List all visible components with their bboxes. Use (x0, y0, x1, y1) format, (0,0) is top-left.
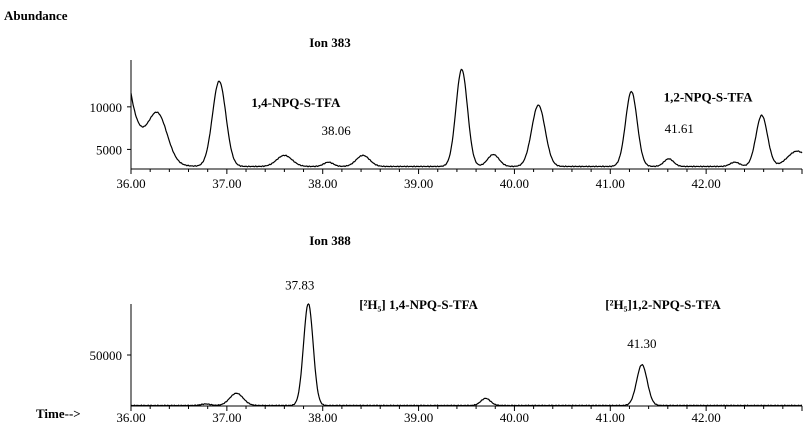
peak-annotation: 1,2-NPQ-S-TFA (664, 90, 754, 105)
xlabel-time: Time--> (36, 406, 81, 421)
x-tick-label: 41.00 (596, 176, 625, 191)
x-tick-label: 38.00 (308, 176, 337, 191)
peak-annotation: 41.30 (627, 336, 656, 351)
annotations-ion-388: 37.83 [²H₅] 1,4-NPQ-S-TFA [²H₅]1,2-NPQ-S-T… (285, 278, 721, 351)
peak-annotation: 37.83 (285, 278, 314, 293)
x-tick-label: 39.00 (404, 176, 433, 191)
trace-ion-388 (130, 303, 803, 407)
y-axis-ion-383: 10000 5000 (90, 60, 132, 169)
ylabel-abundance: Abundance (4, 8, 68, 23)
x-axis-ion-383: 36.00 37.00 38.00 39.00 40.00 41.00 42.00 (116, 168, 803, 191)
peak-annotation: [²H₅] 1,4-NPQ-S-TFA (359, 297, 478, 312)
peak-annotation: 38.06 (322, 123, 352, 138)
y-tick-label: 50000 (90, 348, 123, 363)
panel-ion-383: Abundance Ion 383 10000 5000 36.00 37.00 38… (4, 8, 803, 191)
x-tick-label: 37.00 (212, 176, 241, 191)
x-tick-label: 41.00 (596, 410, 625, 425)
y-tick-label: 10000 (90, 100, 123, 115)
x-tick-label: 39.00 (404, 410, 433, 425)
x-tick-label: 40.00 (500, 176, 529, 191)
x-tick-label: 36.00 (116, 176, 145, 191)
x-tick-label: 37.00 (212, 410, 241, 425)
x-tick-label: 38.00 (308, 410, 337, 425)
x-tick-label: 36.00 (116, 410, 145, 425)
panel-ion-388: Ion 388 Time--> 50000 36.00 37.00 38.00 39.… (36, 233, 803, 425)
peak-annotation: 41.61 (665, 121, 694, 136)
trace-ion-383 (130, 68, 803, 168)
y-tick-label: 5000 (96, 142, 122, 157)
peak-annotation: 1,4-NPQ-S-TFA (251, 95, 341, 110)
annotations-ion-383: 1,4-NPQ-S-TFA 38.06 1,2-NPQ-S-TFA 41.61 (251, 90, 753, 138)
y-axis-ion-388: 50000 (90, 304, 132, 406)
x-tick-label: 42.00 (692, 410, 721, 425)
x-tick-label: 40.00 (500, 410, 529, 425)
title-ion-388: Ion 388 (309, 233, 351, 248)
x-axis-ion-388: 36.00 37.00 38.00 39.00 40.00 41.00 42.00 (116, 405, 803, 425)
title-ion-383: Ion 383 (309, 35, 351, 50)
x-tick-label: 42.00 (692, 176, 721, 191)
peak-annotation: [²H₅]1,2-NPQ-S-TFA (605, 297, 721, 312)
